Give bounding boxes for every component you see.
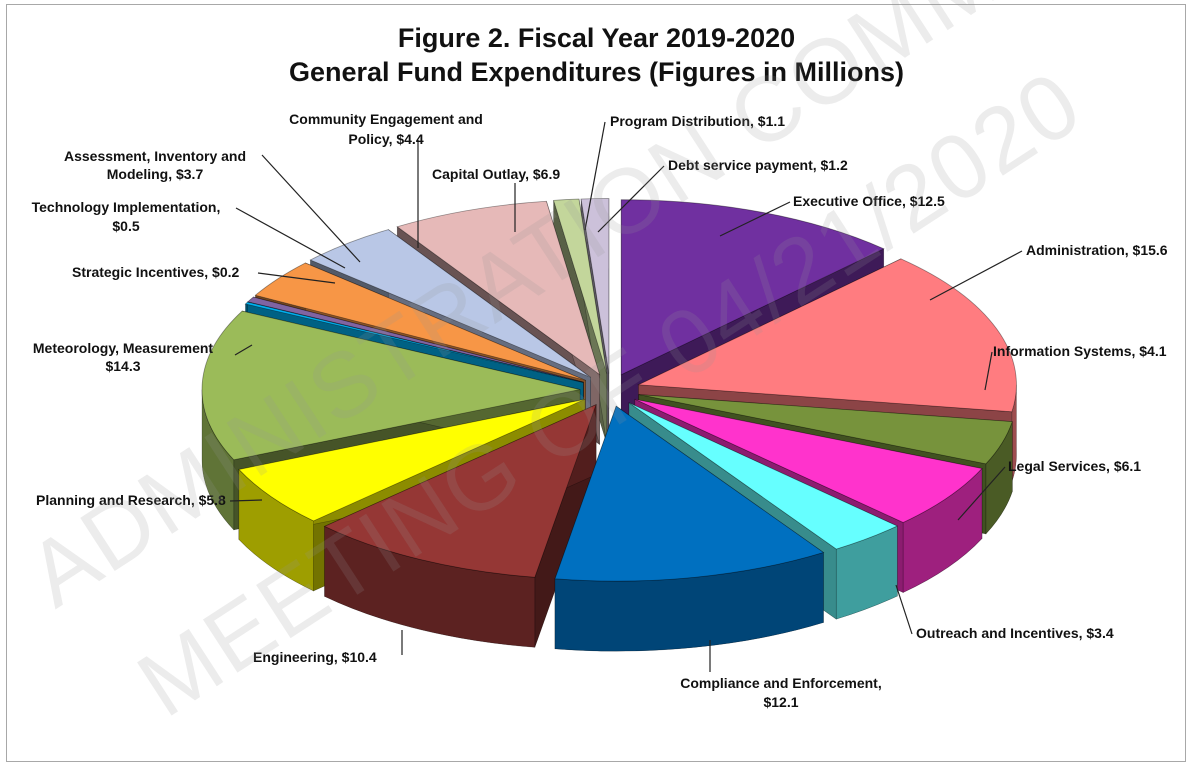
label-information-systems: Information Systems, $4.1	[993, 343, 1167, 359]
label-community-line2: Policy, $4.4	[348, 131, 424, 147]
slice-top	[238, 398, 586, 522]
chart-subtitle: General Fund Expenditures (Figures in Mi…	[288, 57, 905, 87]
slice-top	[553, 198, 608, 374]
label-compliance-line2: $12.1	[763, 694, 799, 710]
slice-outer-wall	[554, 552, 824, 652]
slice-top	[244, 301, 584, 383]
label-community-line1: Community Engagement and	[289, 111, 483, 127]
label-engineering: Engineering, $10.4	[253, 649, 377, 665]
label-capital-outlay: Capital Outlay, $6.9	[432, 166, 561, 182]
chart-title: Figure 2. Fiscal Year 2019-2020	[397, 23, 796, 53]
slice-top	[620, 199, 885, 376]
leader-debt	[597, 165, 665, 233]
slice-top	[396, 200, 601, 376]
label-administration: Administration, $15.6	[1026, 242, 1168, 258]
label-debt-service: Debt service payment, $1.2	[668, 157, 848, 173]
slice-top	[580, 198, 610, 374]
label-planning-research: Planning and Research, $5.8	[36, 492, 226, 508]
slice-top	[634, 398, 983, 523]
label-meteorology-line2: $14.3	[105, 358, 141, 374]
leader-outreach	[895, 584, 913, 635]
leader-planning	[229, 499, 263, 502]
leader-program	[584, 121, 606, 231]
label-legal-services: Legal Services, $6.1	[1008, 458, 1142, 474]
label-technology-line2: $0.5	[112, 218, 140, 234]
label-program-distribution: Program Distribution, $1.1	[610, 113, 786, 129]
leader-meteorology	[234, 344, 253, 356]
slice-top	[201, 310, 581, 461]
slice-top	[636, 258, 1017, 413]
slice-top	[247, 296, 584, 383]
label-strategic-incentives: Strategic Incentives, $0.2	[72, 264, 240, 280]
label-compliance-line1: Compliance and Enforcement,	[680, 675, 882, 691]
leader-assessment	[261, 154, 361, 263]
slice-top	[628, 402, 899, 550]
label-outreach-incentives: Outreach and Incentives, $3.4	[916, 625, 1114, 641]
leader-strategic	[257, 272, 336, 284]
label-assessment-line2: Modeling, $3.7	[106, 166, 204, 182]
label-assessment-line1: Assessment, Inventory and	[63, 148, 247, 164]
slice-outer-wall	[985, 421, 1013, 535]
slice-top	[554, 405, 825, 582]
slice-top	[323, 403, 597, 578]
leader-administration	[929, 250, 1023, 301]
slice-top	[638, 394, 1013, 465]
pie-slice-engineering	[323, 403, 597, 648]
leader-executive-office	[719, 201, 791, 237]
leader-technology	[235, 207, 346, 269]
label-technology-line1: Technology Implementation,	[31, 199, 221, 215]
leader-legal-services	[957, 466, 1006, 521]
label-meteorology-line1: Meteorology, Measurement	[32, 340, 214, 356]
slice-top	[254, 262, 586, 381]
label-executive-office: Executive Office, $12.5	[793, 193, 945, 209]
leader-information-systems	[984, 351, 993, 391]
slice-top	[309, 229, 591, 378]
pie-slice-compliance-and-enforcement	[554, 405, 825, 652]
